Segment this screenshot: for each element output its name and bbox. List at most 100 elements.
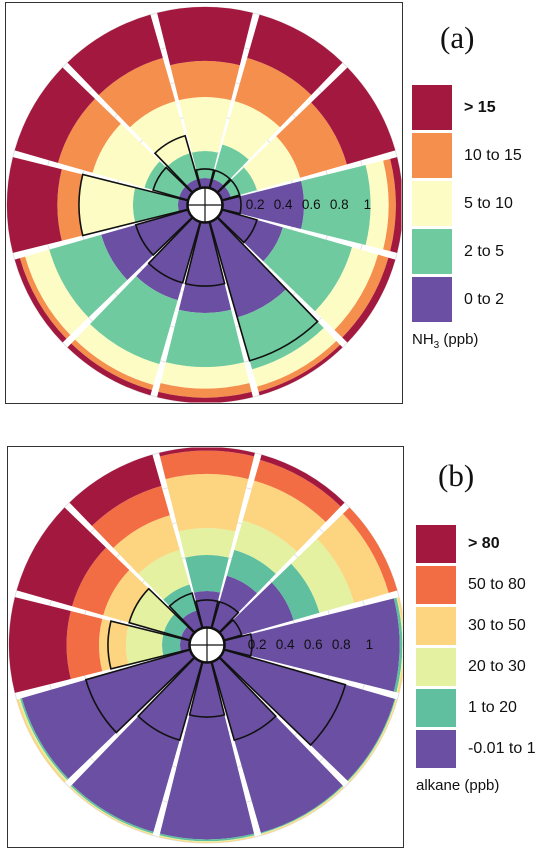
rose-segment <box>101 209 193 281</box>
rose-segment <box>159 835 255 843</box>
rose-segment <box>178 528 236 558</box>
frequency-outline <box>221 195 242 215</box>
rose-segment <box>165 474 249 532</box>
rose-segment <box>165 309 245 367</box>
frequency-outline <box>195 599 219 629</box>
rose-segment <box>185 555 229 593</box>
legend-swatch <box>412 181 452 226</box>
legend-label: 50 to 80 <box>468 576 526 593</box>
rose-segment <box>234 57 312 128</box>
frequency-outline <box>216 208 258 244</box>
rose-segment <box>180 638 190 652</box>
rose-segment <box>191 151 219 179</box>
rose-segment <box>252 328 337 387</box>
rose-segment <box>211 575 258 633</box>
frequency-outline <box>128 587 196 642</box>
frequency-outline <box>184 221 226 287</box>
rose-segment <box>242 480 326 552</box>
panel-label-b: (b) <box>438 458 475 493</box>
legend-label: > 15 <box>464 98 496 116</box>
legend-label: -0.01 to 1 <box>468 740 536 757</box>
rose-segment <box>219 582 294 641</box>
rose-segment <box>57 169 83 241</box>
rose-segment <box>167 153 198 186</box>
rose-segment <box>342 257 396 343</box>
rose-segment <box>396 597 403 693</box>
rose-segment <box>49 234 128 318</box>
frequency-outline <box>134 208 194 257</box>
rose-segment <box>72 547 130 616</box>
rose-segment <box>163 584 198 620</box>
rose-segment <box>129 101 191 167</box>
rose-segment <box>158 383 252 398</box>
rose-segment <box>67 343 152 396</box>
rose-segment <box>157 391 253 403</box>
rose-segment <box>209 217 287 318</box>
rose-segment <box>138 549 190 600</box>
rose-segment <box>315 247 379 331</box>
legend-label: 5 to 10 <box>464 194 513 212</box>
rose-segment <box>113 515 180 574</box>
frequency-outline <box>153 134 202 194</box>
rose-segment <box>163 613 188 638</box>
rose-segment <box>178 198 188 212</box>
rose-segment <box>178 97 232 153</box>
frequency-outline <box>168 592 204 634</box>
reference-circle <box>6 6 402 403</box>
rose-segment <box>136 217 201 301</box>
legend-swatch <box>412 229 452 274</box>
frequency-outline <box>210 600 240 634</box>
rose-segment <box>14 67 95 163</box>
legend-swatch <box>416 525 456 563</box>
rose-segment <box>25 249 89 336</box>
legend-swatch <box>412 85 452 130</box>
rose-segment <box>181 610 203 633</box>
legend-swatch <box>412 133 452 178</box>
frequency-outline <box>208 216 319 362</box>
legend-label: 30 to 50 <box>468 617 526 634</box>
legend-swatch <box>412 277 452 322</box>
rose-segment <box>263 227 353 312</box>
rose-segment <box>74 324 160 385</box>
rose-segment <box>271 563 320 621</box>
frequency-outline <box>216 178 241 202</box>
rose-segment <box>212 144 249 186</box>
legend-label: 10 to 15 <box>464 146 522 164</box>
rose-segment <box>222 181 304 229</box>
radial-tick-label: 0.4 <box>274 197 293 212</box>
rose-segment <box>91 485 170 548</box>
rose-segment <box>390 157 402 253</box>
rose-segment <box>224 167 257 198</box>
rose-segment <box>98 57 176 128</box>
frequency-outline <box>210 656 277 742</box>
rose-segment <box>125 625 164 665</box>
rose-segment <box>276 102 347 178</box>
rose-segment <box>16 507 107 607</box>
radial-tick-label: 0.2 <box>248 637 267 652</box>
rose-segment <box>170 61 240 101</box>
rose-segment <box>237 289 324 370</box>
rose-segment <box>66 611 103 679</box>
rose-segment <box>157 7 253 66</box>
rose-segment <box>92 123 160 188</box>
radial-tick-label: 0.6 <box>304 637 323 652</box>
frequency-outline <box>218 618 243 642</box>
legend-swatch <box>416 566 456 604</box>
rose-segment <box>159 662 255 840</box>
frequency-outline <box>188 661 226 718</box>
rose-segment <box>243 136 301 191</box>
rose-segment <box>160 362 250 389</box>
rose-segment <box>365 160 389 250</box>
rose-segment <box>71 657 203 832</box>
radial-tick-label: 1 <box>366 637 374 652</box>
frequency-outline <box>218 648 347 747</box>
radial-tick-label: 0.8 <box>332 637 351 652</box>
rose-segment <box>260 454 345 507</box>
rose-segment <box>291 538 355 613</box>
rose-segment <box>159 833 255 842</box>
rose-segment <box>69 454 162 526</box>
rose-segment <box>67 14 163 95</box>
radial-tick-label: 0.2 <box>246 197 265 212</box>
rose-segment <box>334 254 389 338</box>
